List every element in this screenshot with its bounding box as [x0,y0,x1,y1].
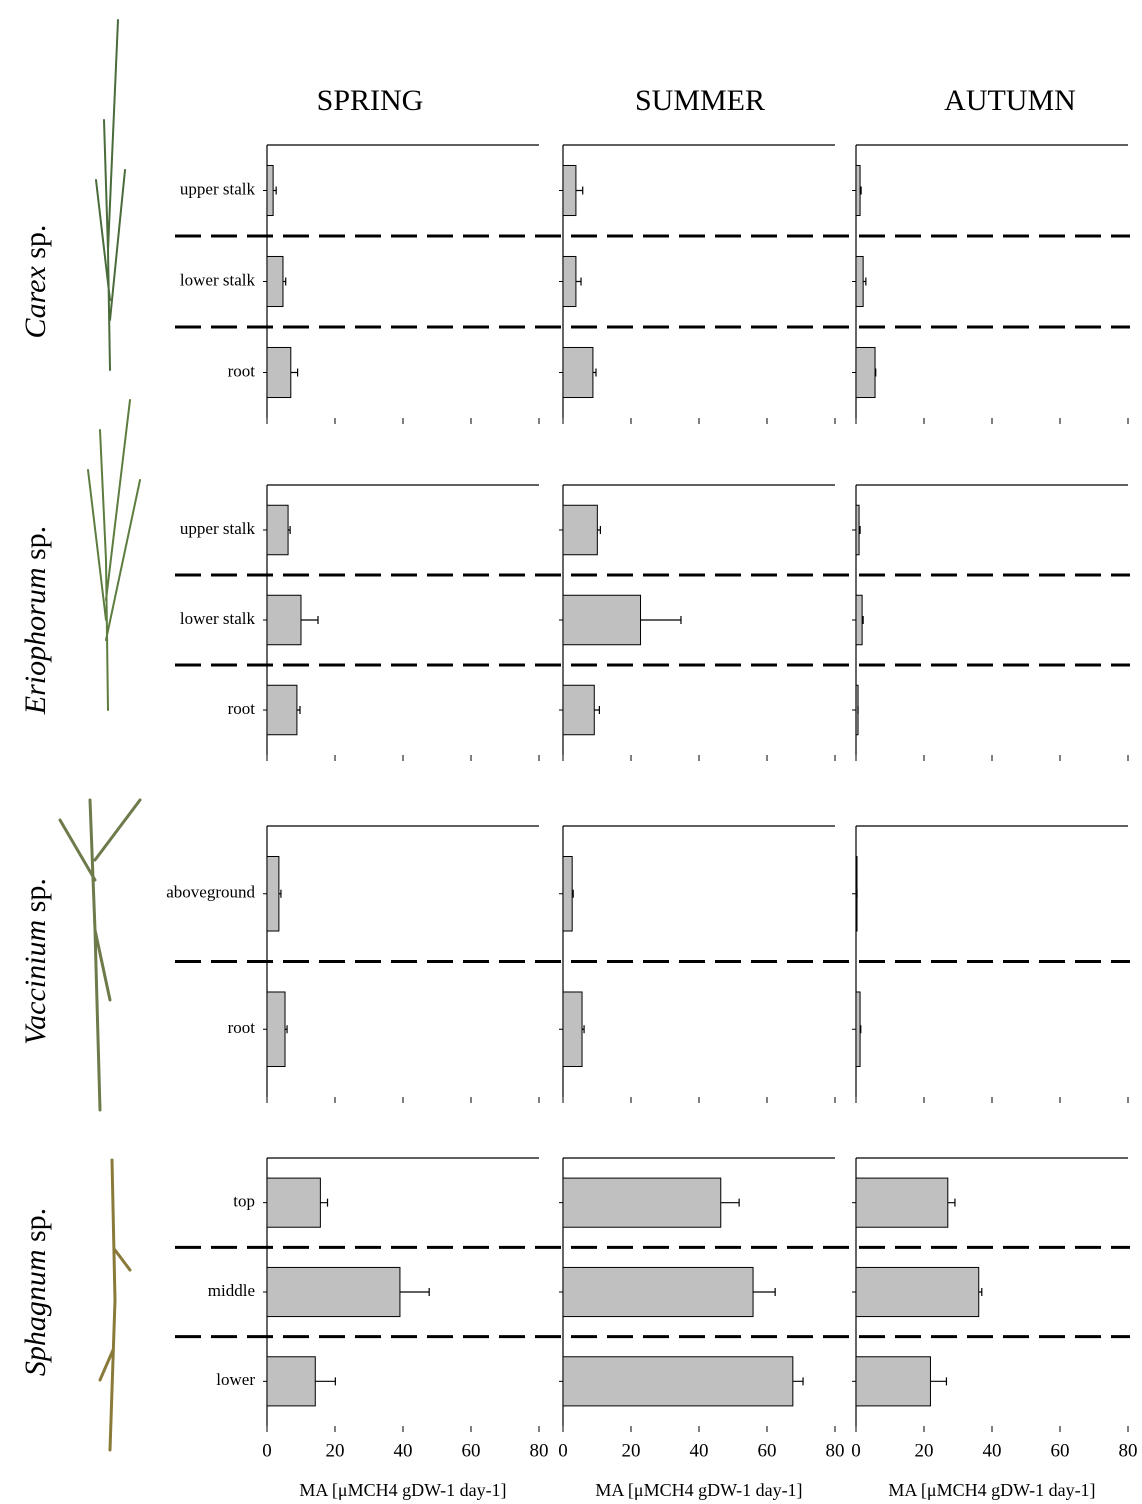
error-bar [860,1025,861,1033]
error-bar [576,187,583,195]
error-bar [753,1288,775,1296]
carex-sketch [96,20,125,370]
species-genus: Sphagnum [19,1250,52,1377]
figure: SPRING SUMMER AUTUMN Carex sp. upper stalk lo… [0,0,1142,1504]
category-label: lower [216,1370,255,1389]
bar [563,1267,753,1316]
bar [563,1357,793,1406]
bar [856,992,860,1067]
species-label: Sphagnum sp. [19,1208,52,1376]
category-label: upper stalk [180,179,256,198]
category-label: upper stalk [180,519,256,538]
bar [563,685,594,735]
x-axis-label: MA [μMCH4 gDW-1 day-1] [299,1480,506,1500]
bar [563,595,641,645]
x-tick-label: 40 [690,1440,709,1461]
species-label: Carex sp. [19,225,52,339]
x-tick-label: 20 [622,1440,641,1461]
bar [267,992,285,1067]
species-suffix: sp. [19,878,52,912]
bar [267,1357,315,1406]
x-tick-label: 20 [326,1440,345,1461]
x-axis-label: MA [μMCH4 gDW-1 day-1] [888,1480,1095,1500]
error-bar [641,616,681,624]
bar [856,165,860,215]
species-genus: Eriophorum [19,568,52,716]
category-label: root [228,361,256,380]
plant-sketches [60,20,140,1450]
bar [563,165,576,215]
species-suffix: sp. [19,526,52,560]
error-bar [400,1288,429,1296]
eriophorum-sketch [88,400,140,710]
vaccinium-sketch [60,800,140,1110]
category-label: top [233,1192,255,1211]
bar [563,992,582,1067]
season-title: SPRING [317,84,424,117]
bar [267,595,301,645]
category-label: root [228,699,256,718]
error-bar [315,1377,335,1385]
x-tick-label: 60 [462,1440,481,1461]
bar [856,505,859,555]
error-bar [793,1377,803,1385]
x-tick-label: 80 [530,1440,549,1461]
x-tick-label: 60 [758,1440,777,1461]
bar [267,685,297,735]
bar [267,256,283,306]
species-label: Vaccinium sp. [19,878,52,1045]
error-bar [721,1199,739,1207]
bar [856,595,862,645]
category-label: lower stalk [180,609,256,628]
bar [267,347,291,397]
bar [267,1267,400,1316]
bar [563,856,572,931]
species-suffix: sp. [19,225,52,259]
bar [856,347,875,397]
species-genus: Vaccinium [19,920,52,1045]
category-label: root [228,1018,256,1037]
species-suffix: sp. [19,1208,52,1242]
bar [856,1267,979,1316]
species-label: Eriophorum sp. [19,526,52,715]
category-label: middle [208,1281,255,1300]
species-genus: Carex [19,266,52,339]
bar [856,1357,930,1406]
sphagnum-sketch [100,1160,130,1450]
x-tick-label: 80 [1119,1440,1138,1461]
error-bar [291,369,298,377]
category-label: aboveground [166,883,255,902]
bar [563,1178,721,1227]
error-bar [948,1199,955,1207]
x-tick-label: 80 [826,1440,845,1461]
error-bar [320,1199,327,1207]
x-tick-label: 0 [558,1440,568,1461]
x-tick-label: 0 [262,1440,272,1461]
bar [267,1178,320,1227]
x-tick-label: 40 [394,1440,413,1461]
category-label: lower stalk [180,270,256,289]
bar [856,256,863,306]
x-tick-label: 60 [1051,1440,1070,1461]
error-bar [576,278,581,286]
bar [267,165,273,215]
error-bar [930,1377,946,1385]
error-bar [301,616,318,624]
bar [267,856,279,931]
bar [856,1178,948,1227]
x-tick-label: 20 [915,1440,934,1461]
bar [267,505,288,555]
x-axis-label: MA [μMCH4 gDW-1 day-1] [595,1480,802,1500]
error-bar [875,369,876,377]
bar [563,347,593,397]
x-tick-label: 0 [851,1440,861,1461]
bar [563,256,576,306]
error-bar [594,706,599,714]
x-tick-label: 40 [983,1440,1002,1461]
season-title: AUTUMN [944,84,1076,117]
season-title: SUMMER [635,84,765,117]
bar [563,505,597,555]
